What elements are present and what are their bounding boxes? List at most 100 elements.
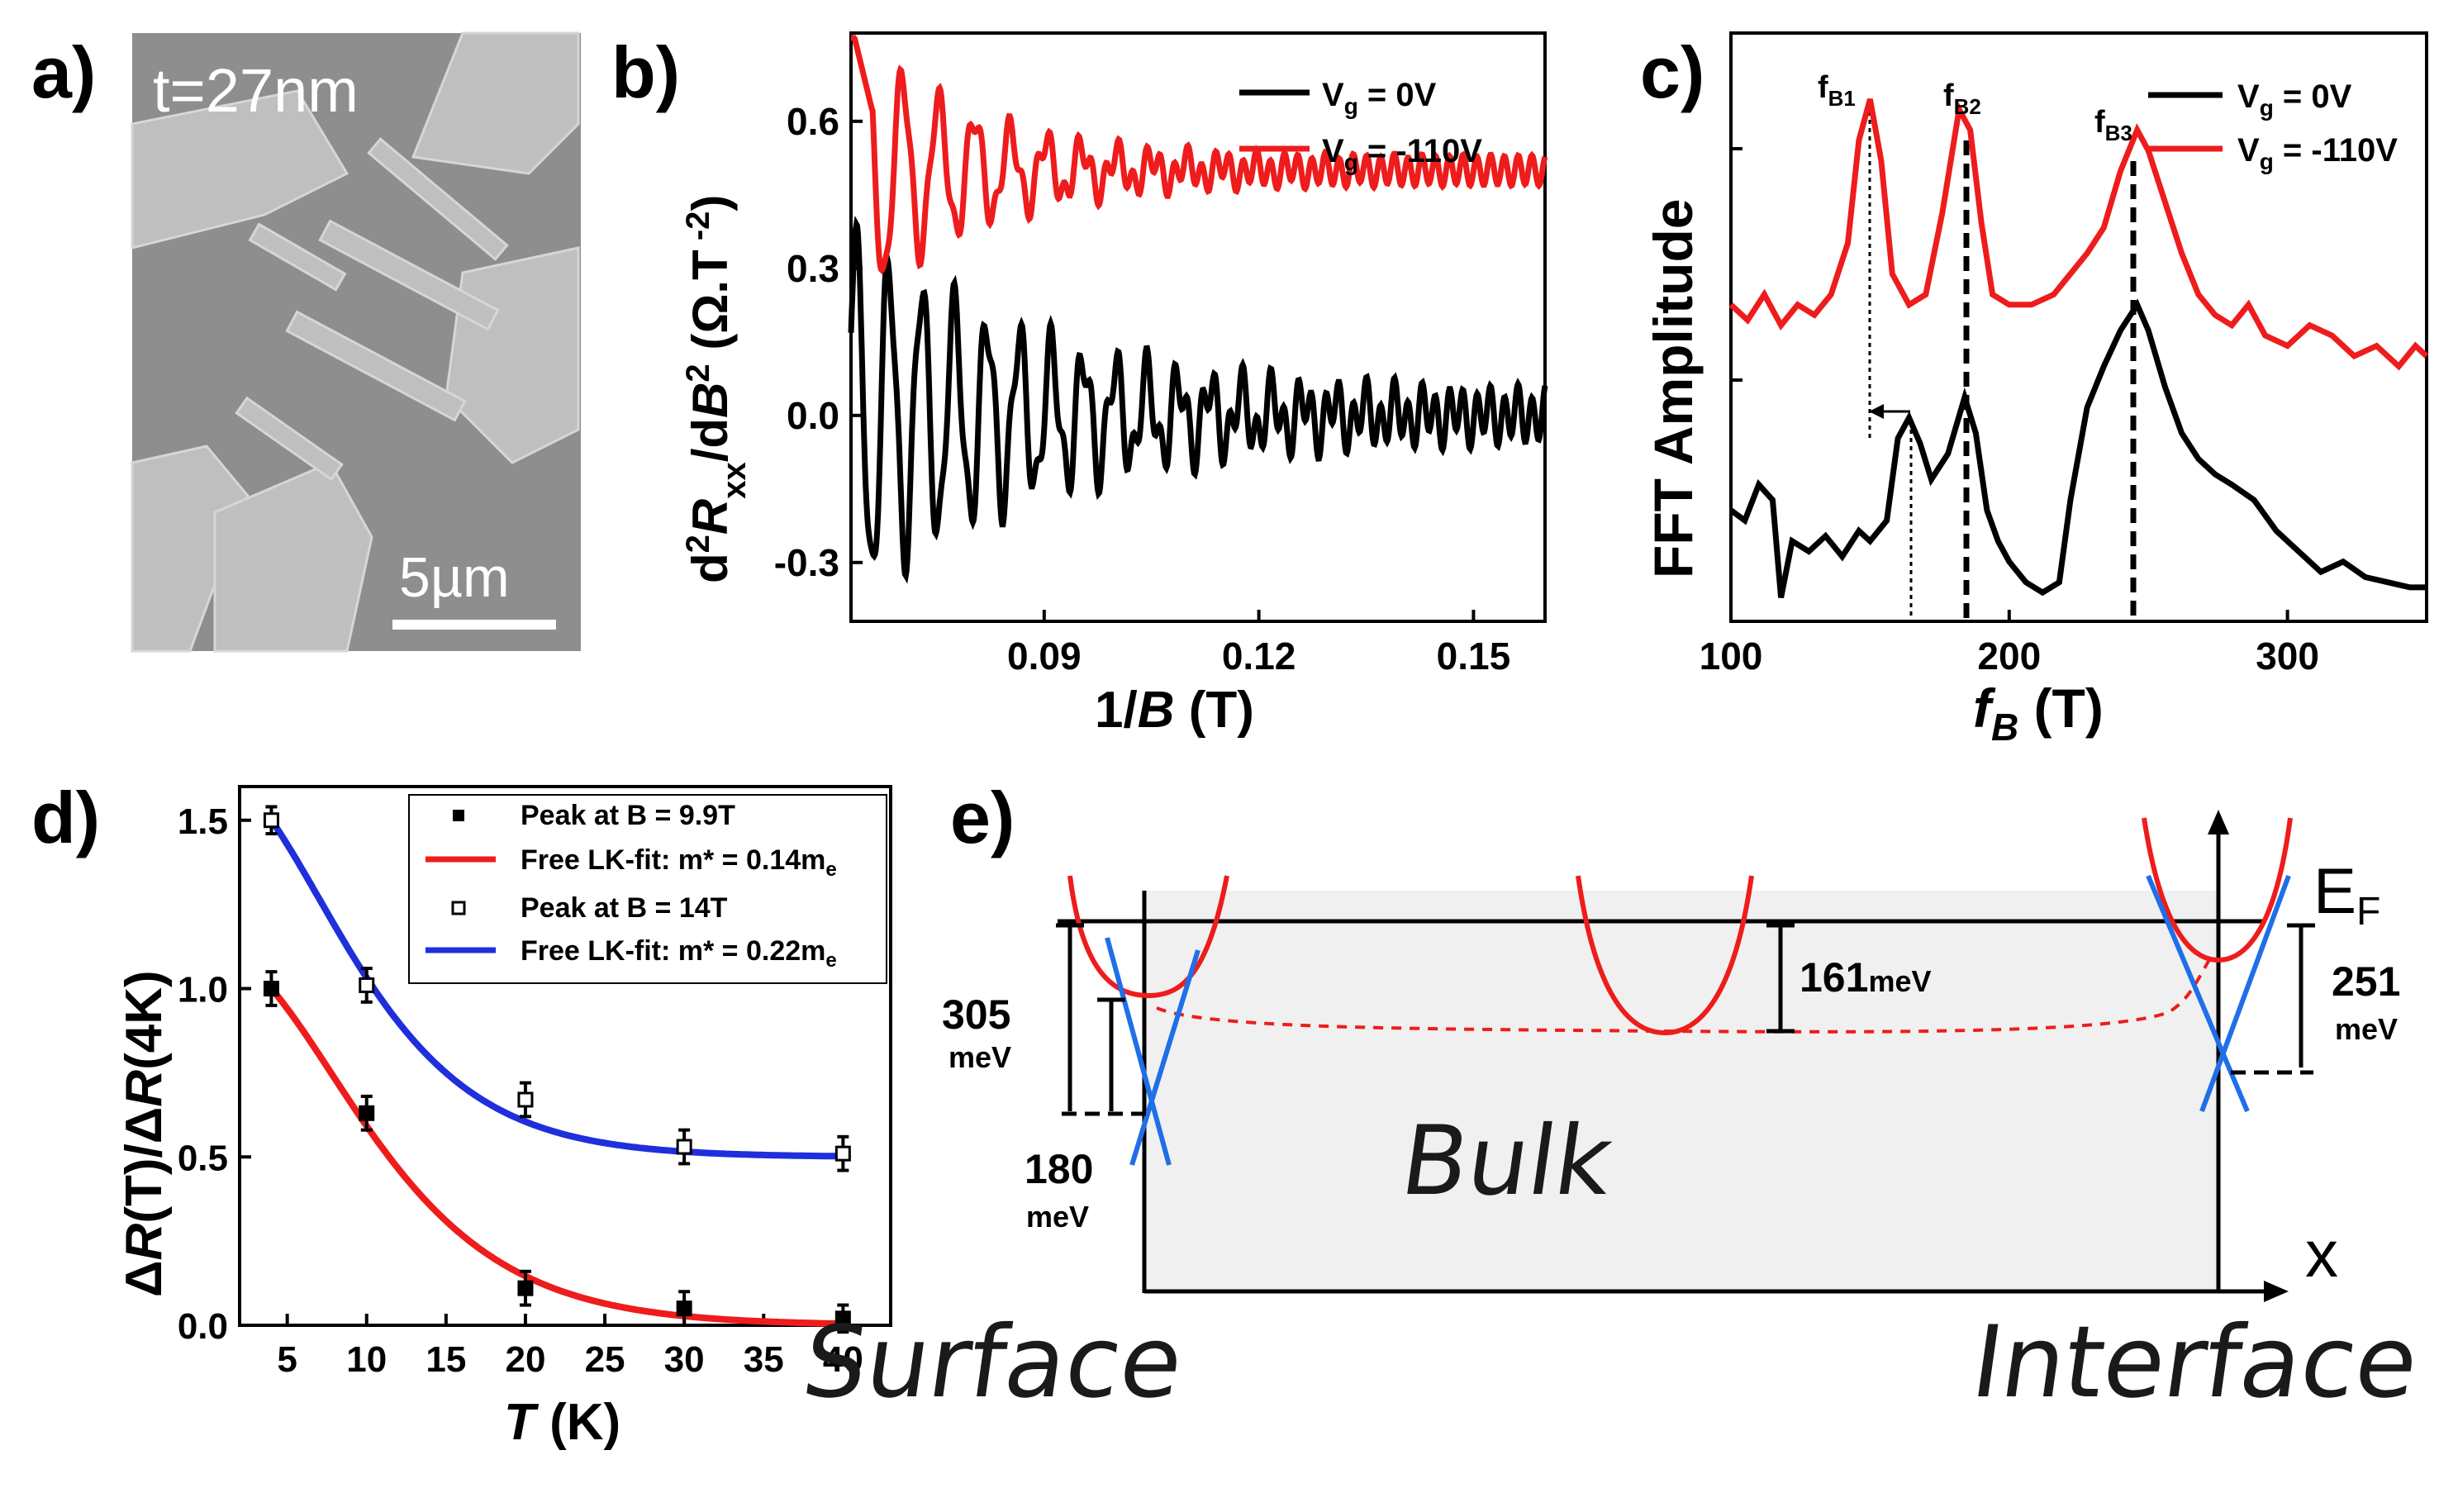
- energy-bars: [1056, 923, 2315, 1116]
- c-legend: Vg = 0V Vg = -110V: [2148, 78, 2398, 174]
- d-xtick-label: 30: [664, 1339, 705, 1380]
- b-ytick-label: -0.3: [774, 541, 839, 584]
- bulk-region: [1144, 891, 2218, 1291]
- energy-305-unit: meV: [948, 1040, 1011, 1074]
- d-legend-text-1: Free LK-fit: m* = 0.14me: [521, 844, 837, 881]
- scalebar-label: 5µm: [399, 546, 510, 609]
- d-legend-text-1-main: Free LK-fit: m* = 0.14m: [521, 844, 825, 876]
- b-ytick-label: 0.0: [787, 394, 839, 437]
- c-xtick-label: 100: [1700, 635, 1763, 678]
- d-xtick-label: 5: [277, 1339, 297, 1380]
- b-ytick-label: 0.6: [787, 100, 839, 143]
- energy-180: 180: [1025, 1146, 1093, 1192]
- interface-band: [2142, 817, 2293, 963]
- panel-e: e) 305: [796, 777, 2425, 1420]
- scalebar: [392, 620, 556, 630]
- data-point: [263, 981, 279, 996]
- d-legend-text-3-main: Free LK-fit: m* = 0.22m: [521, 935, 825, 967]
- data-point: [359, 1105, 375, 1121]
- energy-161: 161meV: [1800, 954, 1931, 1001]
- b-legend-text-1: Vg = -110V: [1322, 133, 1482, 175]
- c-peak-fb3: fB3: [2094, 105, 2132, 145]
- d-xtick-label: 10: [346, 1339, 387, 1380]
- data-point: [834, 1310, 851, 1327]
- c-peak-fb2: fB2: [1943, 78, 1981, 119]
- x-axis-label: x: [2305, 1217, 2338, 1291]
- panel-c: c) 100 200 300 fB1 fB2 fB3 Vg = 0V Vg = -1…: [1640, 31, 2429, 749]
- b-ytick-label: 0.3: [787, 247, 839, 290]
- energy-180-unit: meV: [1026, 1200, 1089, 1234]
- d-legend: Peak at B = 9.9T Free LK-fit: m* = 0.14m…: [408, 794, 887, 984]
- surface-band: [1067, 875, 1229, 999]
- series-line-vg110: [851, 35, 1548, 275]
- data-point: [359, 977, 375, 993]
- d-points: [263, 805, 851, 1334]
- fft-line-vg0: [1728, 298, 2427, 598]
- energy-251-unit: meV: [2335, 1012, 2398, 1046]
- c-legend-text-1: Vg = -110V: [2237, 132, 2398, 174]
- d-legend-marker-2: [451, 901, 466, 915]
- data-point: [676, 1300, 692, 1317]
- d-ticks: 5 10 15 20 25 30 35 40 0.0 0.5 1.0 1.5: [178, 801, 863, 1380]
- b-ticks: 0.09 0.12 0.15 -0.3 0.0 0.3 0.6: [774, 100, 1510, 678]
- data-point: [263, 812, 279, 829]
- energy-161-unit: meV: [1868, 964, 1931, 998]
- bulk-band-dashed: [1156, 957, 2212, 1034]
- d-xtick-label: 40: [823, 1339, 863, 1380]
- panel-d-label: d): [31, 777, 100, 858]
- bulk-band: [1576, 875, 1754, 1036]
- bulk-label: Bulk: [1395, 1106, 1619, 1217]
- c-ylabel: FFT Amplitude: [1643, 199, 1704, 579]
- d-ylabel: ΔR(T)/ΔR(4K): [116, 970, 173, 1297]
- b-legend: Vg = 0V Vg = -110V: [1239, 77, 1482, 175]
- data-point: [517, 1280, 534, 1296]
- x-axis-arrowhead: [2264, 1281, 2289, 1302]
- series-line-vg0: [848, 215, 1548, 584]
- panel-d: d) 5 10 15 20 25 30 35 40 0.0 0.5 1.0 1.5 Peak at B…: [31, 777, 892, 1451]
- d-xtick-label: 25: [585, 1339, 625, 1380]
- d-ytick-label: 0.5: [178, 1138, 228, 1178]
- panel-b-label: b): [611, 31, 680, 113]
- c-xtick-label: 300: [2256, 635, 2319, 678]
- d-ytick-label: 1.5: [178, 801, 228, 842]
- d-legend-text-3: Free LK-fit: m* = 0.22me: [521, 935, 837, 972]
- d-ytick-label: 1.0: [178, 970, 228, 1010]
- panel-e-label: e): [950, 777, 1015, 858]
- fermi-label: EF: [2313, 854, 2380, 934]
- d-ytick-label: 0.0: [178, 1306, 228, 1347]
- fermi-label-main: E: [2313, 854, 2356, 927]
- c-guides: [1868, 112, 2137, 621]
- b-xtick-label: 0.09: [1007, 635, 1082, 678]
- c-shift-arrowhead: [1869, 404, 1884, 419]
- panel-b: b) 0.09 0.12 0.15 -0.3 0.0 0.3 0.6 1/B (T) d2R…: [611, 31, 1548, 739]
- data-point: [517, 1091, 534, 1108]
- d-legend-text-1-sub: e: [825, 858, 836, 881]
- c-ticks: 100 200 300: [1700, 147, 2319, 678]
- c-xtick-label: 200: [1977, 635, 2041, 678]
- d-legend-marker-0: [453, 810, 464, 821]
- d-xtick-label: 15: [426, 1339, 466, 1380]
- energy-axis-arrowhead: [2208, 810, 2229, 834]
- d-xtick-label: 35: [744, 1339, 784, 1380]
- b-xlabel: 1/B (T): [1095, 682, 1254, 739]
- c-xlabel: fB (T): [1973, 678, 2104, 749]
- b-xtick-label: 0.12: [1222, 635, 1296, 678]
- panel-a: a) t=27nm 5µm: [31, 31, 581, 653]
- plot-frame-d: [238, 785, 892, 1327]
- panel-c-label: c): [1640, 31, 1704, 113]
- surface-dirac-2: [1129, 949, 1200, 1166]
- d-legend-text-3-sub: e: [825, 949, 836, 972]
- b-xtick-label: 0.15: [1437, 635, 1511, 678]
- interface-label: Interface: [1965, 1305, 2425, 1420]
- fermi-label-sub: F: [2356, 890, 2380, 934]
- data-point: [676, 1139, 692, 1155]
- thickness-label: t=27nm: [153, 56, 359, 125]
- plot-frame-c: [1729, 31, 2428, 623]
- c-peak-fb1: fB1: [1818, 70, 1856, 111]
- energy-251: 251: [2332, 958, 2400, 1005]
- fft-line-vg110: [1728, 98, 2429, 371]
- d-xtick-label: 20: [505, 1339, 545, 1380]
- b-legend-text-0: Vg = 0V: [1322, 77, 1437, 119]
- energy-161-value: 161: [1800, 954, 1868, 1001]
